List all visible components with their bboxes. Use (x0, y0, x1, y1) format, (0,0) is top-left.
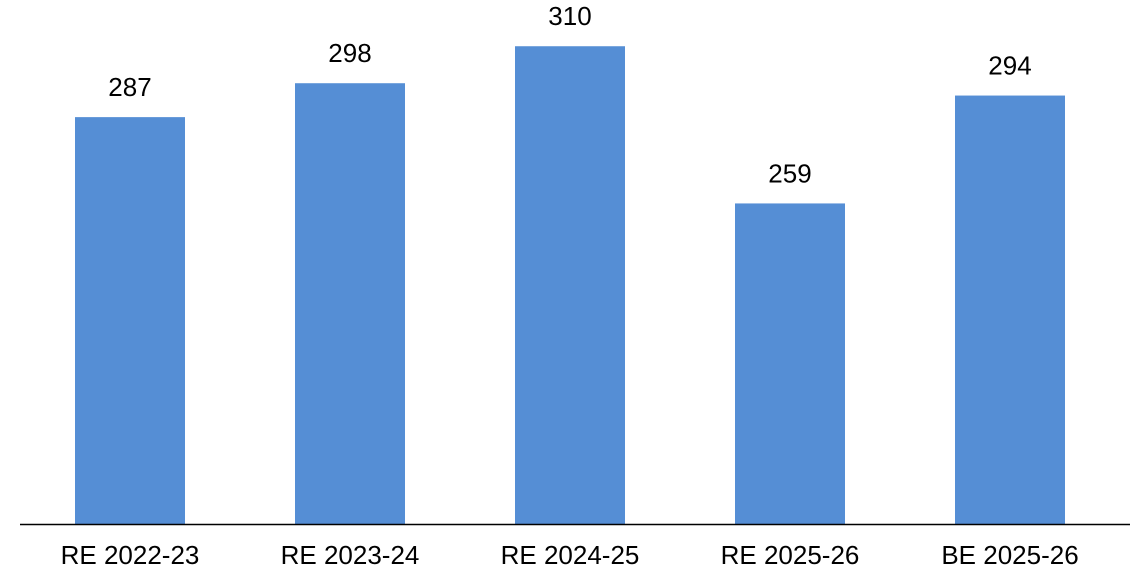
bar (735, 203, 845, 524)
data-label: 259 (768, 158, 811, 188)
x-tick-label: RE 2023-24 (281, 540, 420, 570)
bar (515, 46, 625, 525)
x-tick-label: RE 2025-26 (721, 540, 860, 570)
x-tick-label: RE 2022-23 (61, 540, 200, 570)
data-label: 294 (988, 50, 1031, 80)
bar (955, 95, 1065, 524)
data-label: 310 (548, 1, 591, 31)
x-tick-label: RE 2024-25 (501, 540, 640, 570)
data-label: 287 (108, 72, 151, 102)
x-tick-label: BE 2025-26 (941, 540, 1078, 570)
bar (75, 117, 185, 525)
bar (295, 83, 405, 525)
data-label: 298 (328, 38, 371, 68)
